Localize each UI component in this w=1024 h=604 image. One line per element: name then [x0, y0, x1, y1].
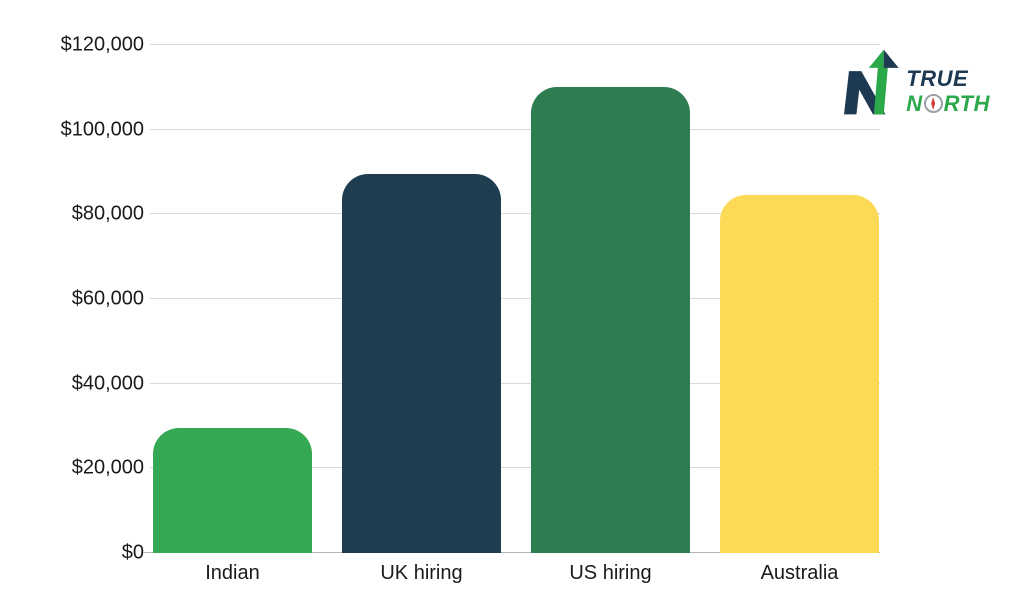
- logo-word-north: N RTH: [906, 91, 990, 116]
- bar-australia: [720, 195, 879, 553]
- x-tick-label: UK hiring: [380, 562, 463, 584]
- x-tick-label: US hiring: [569, 562, 652, 584]
- y-tick-label: $0: [121, 541, 144, 564]
- y-tick-label: $40,000: [71, 372, 144, 395]
- x-axis-baseline: [143, 552, 880, 553]
- compass-icon: [923, 94, 943, 113]
- logo-wordmark: TRUE N RTH: [906, 66, 990, 118]
- x-tick-label: Australia: [760, 562, 839, 584]
- y-tick-label: $100,000: [60, 118, 144, 141]
- bar-uk-hiring: [342, 174, 501, 553]
- gridline: [150, 467, 880, 469]
- y-tick-label: $120,000: [60, 33, 144, 56]
- gridline: [150, 128, 880, 130]
- y-axis-labels: $0 $20,000 $40,000 $60,000 $80,000 $100,000 $1…: [0, 34, 144, 564]
- y-tick-label: $60,000: [71, 287, 144, 310]
- y-tick-label: $80,000: [71, 202, 144, 225]
- y-tick-label: $20,000: [71, 456, 144, 479]
- plot-area: Indian UK hiring US hiring Australia: [143, 44, 880, 584]
- x-tick-label: Indian: [205, 562, 260, 584]
- logo-north-n: N: [906, 91, 923, 116]
- north-arrow-n-icon: [844, 49, 899, 115]
- logo-north-rth: RTH: [943, 91, 990, 116]
- logo-word-true: TRUE: [906, 66, 969, 91]
- gridline: [150, 213, 880, 215]
- true-north-logo: TRUE N RTH: [844, 46, 990, 118]
- bar-indian: [153, 428, 312, 553]
- bar-us-hiring: [531, 87, 690, 553]
- gridline: [150, 382, 880, 384]
- gridline: [150, 44, 880, 45]
- gridline: [150, 298, 880, 299]
